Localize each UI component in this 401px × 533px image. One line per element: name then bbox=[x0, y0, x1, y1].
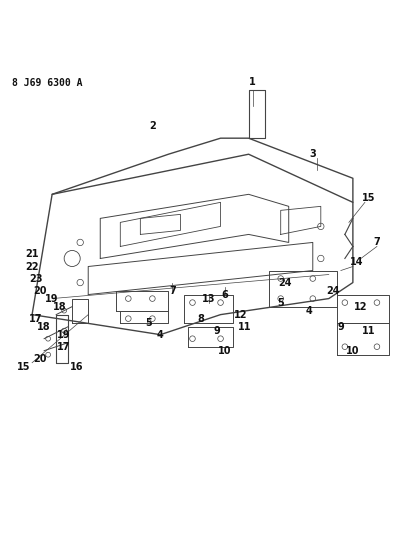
Text: 3: 3 bbox=[310, 149, 316, 159]
Text: 15: 15 bbox=[362, 193, 376, 203]
Text: 14: 14 bbox=[350, 257, 364, 268]
Text: 12: 12 bbox=[354, 302, 368, 312]
Text: 20: 20 bbox=[33, 286, 47, 296]
Text: 7: 7 bbox=[374, 237, 380, 247]
Text: 18: 18 bbox=[37, 321, 51, 332]
Text: 9: 9 bbox=[338, 321, 344, 332]
Text: 22: 22 bbox=[25, 262, 39, 271]
Text: 4: 4 bbox=[306, 305, 312, 316]
Text: 18: 18 bbox=[53, 302, 67, 312]
Text: 5: 5 bbox=[145, 318, 152, 328]
Text: 11: 11 bbox=[362, 326, 376, 336]
Text: 17: 17 bbox=[57, 342, 71, 352]
Text: 20: 20 bbox=[33, 354, 47, 364]
Text: 19: 19 bbox=[57, 330, 71, 340]
Text: 17: 17 bbox=[29, 313, 43, 324]
Text: 21: 21 bbox=[25, 249, 39, 260]
Text: 23: 23 bbox=[29, 273, 43, 284]
Text: 1: 1 bbox=[249, 77, 256, 87]
Text: 7: 7 bbox=[169, 286, 176, 296]
Text: 4: 4 bbox=[157, 330, 164, 340]
Text: 19: 19 bbox=[45, 294, 59, 304]
Text: 10: 10 bbox=[218, 346, 231, 356]
Text: 24: 24 bbox=[326, 286, 340, 296]
Text: 2: 2 bbox=[149, 121, 156, 131]
Text: 15: 15 bbox=[17, 362, 31, 372]
Text: 16: 16 bbox=[69, 362, 83, 372]
Text: 8: 8 bbox=[197, 313, 204, 324]
Text: 5: 5 bbox=[277, 297, 284, 308]
Text: 9: 9 bbox=[213, 326, 220, 336]
Text: 13: 13 bbox=[202, 294, 215, 304]
Text: 8 J69 6300 A: 8 J69 6300 A bbox=[12, 78, 83, 88]
Text: 12: 12 bbox=[234, 310, 247, 320]
Text: 11: 11 bbox=[238, 321, 251, 332]
Text: 10: 10 bbox=[346, 346, 360, 356]
Text: 6: 6 bbox=[221, 289, 228, 300]
Text: 24: 24 bbox=[278, 278, 292, 287]
